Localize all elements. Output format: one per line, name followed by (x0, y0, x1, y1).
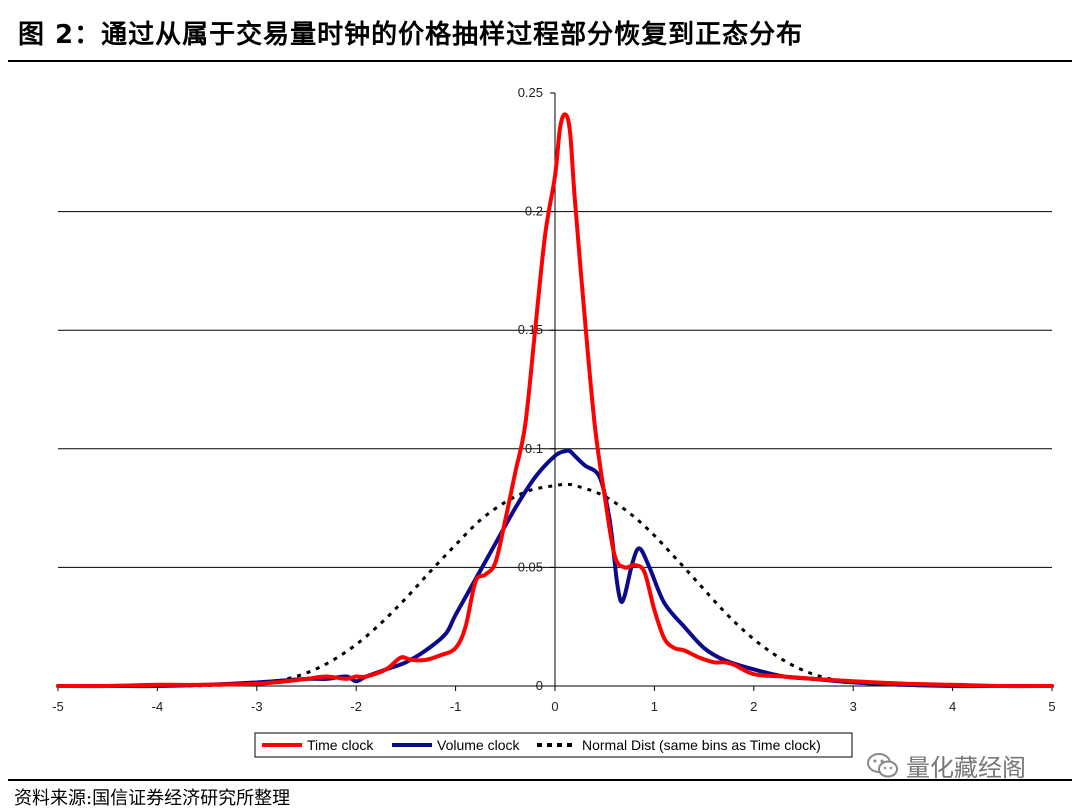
legend-label-normal-dist: Normal Dist (same bins as Time clock) (582, 737, 821, 753)
x-tick-label: 0 (551, 699, 558, 714)
chart: 0 0.05 0.1 0.15 0.2 0.25 -5 -4 -3 -2 -1 0 1 2 3 4 5 Tim… (52, 85, 1056, 758)
x-tick-label: -4 (152, 699, 164, 714)
x-axis: -5 -4 -3 -2 -1 0 1 2 3 4 5 (52, 685, 1056, 714)
legend-box (254, 732, 853, 758)
y-tick-label: 0.2 (525, 204, 543, 219)
series-line-volume-clock (56, 448, 1054, 689)
x-tick-label: -3 (251, 699, 263, 714)
series-line-time-clock (56, 112, 1054, 689)
source-rule (8, 779, 1072, 781)
y-tick-label: 0.25 (518, 85, 543, 100)
source-note: 资料来源:国信证券经济研究所整理 (14, 788, 291, 809)
watermark: 量化藏经阁 (866, 748, 1026, 783)
figure-title: 图 2：通过从属于交易量时钟的价格抽样过程部分恢复到正态分布 (18, 20, 804, 50)
x-tick-label: -5 (52, 699, 64, 714)
x-tick-label: 3 (850, 699, 857, 714)
legend-label-time-clock: Time clock (307, 737, 374, 753)
y-axis: 00.050.10.150.20.25 (518, 85, 556, 693)
x-tick-label: -2 (350, 699, 362, 714)
x-tick-label: -1 (450, 699, 462, 714)
y-tick-label: 0.1 (525, 441, 543, 456)
series-layer (56, 112, 1054, 689)
legend: Time clock Volume clock Normal Dist (sam… (254, 732, 853, 758)
title-rule (8, 60, 1072, 62)
y-tick-label: 0.15 (518, 322, 543, 337)
watermark-text: 量化藏经阁 (906, 754, 1026, 782)
legend-label-volume-clock: Volume clock (437, 737, 520, 753)
x-tick-label: 1 (651, 699, 658, 714)
y-tick-label: 0.05 (518, 559, 543, 574)
x-tick-label: 5 (1048, 699, 1055, 714)
wechat-icon (867, 752, 898, 777)
series-line-normal-dist (58, 482, 1052, 688)
x-tick-label: 4 (949, 699, 956, 714)
x-tick-label: 2 (750, 699, 757, 714)
